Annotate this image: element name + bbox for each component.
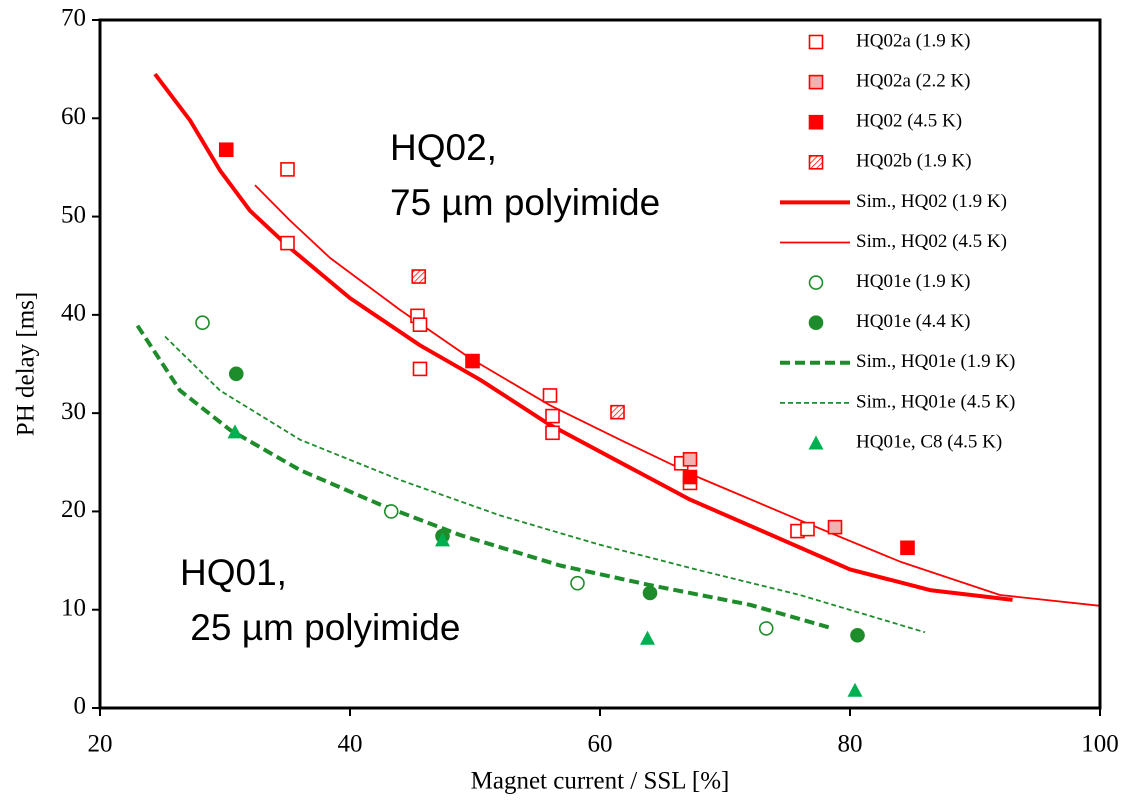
- marker: [900, 540, 915, 556]
- y-axis-title: PH delay [ms]: [13, 292, 40, 436]
- legend-label: Sim., HQ02 (1.9 K): [856, 191, 1007, 212]
- marker: [758, 621, 774, 636]
- legend-marker: [808, 114, 824, 130]
- legend-label: Sim., HQ01e (4.5 K): [856, 391, 1015, 412]
- marker: [383, 504, 399, 519]
- y-tick-label: 40: [61, 300, 86, 327]
- marker: [411, 269, 427, 284]
- marker: [642, 585, 658, 601]
- x-tick-label: 100: [1081, 731, 1119, 758]
- sim-line: [164, 335, 926, 634]
- legend-marker: [808, 275, 824, 290]
- legend-marker: [808, 315, 824, 331]
- legend-marker: [808, 74, 824, 90]
- legend-label: HQ01e (4.4 K): [856, 311, 971, 332]
- sim-line: [153, 72, 1013, 602]
- legend-label: HQ02a (2.2 K): [856, 70, 971, 91]
- marker: [570, 575, 585, 591]
- marker: [412, 317, 428, 332]
- marker: [800, 521, 815, 537]
- legend-label: HQ02 (4.5 K): [856, 111, 962, 132]
- legend-label: HQ02b (1.9 K): [856, 151, 972, 172]
- marker: [228, 366, 244, 382]
- legend-label: Sim., HQ02 (4.5 K): [856, 231, 1007, 252]
- y-tick-label: 50: [61, 201, 86, 228]
- x-tick-label: 60: [588, 731, 613, 758]
- legend-label: HQ02a (1.9 K): [856, 30, 971, 51]
- legend-marker: [808, 34, 824, 50]
- marker: [435, 532, 450, 547]
- marker: [280, 162, 295, 177]
- annotation: HQ02,: [390, 127, 497, 168]
- marker: [682, 452, 698, 467]
- marker: [545, 425, 560, 441]
- marker: [682, 469, 698, 485]
- marker: [850, 627, 865, 643]
- sim-line: [135, 324, 834, 631]
- annotation: 25 µm polyimide: [180, 607, 460, 648]
- y-tick-label: 60: [61, 103, 86, 130]
- marker: [218, 142, 234, 158]
- marker: [227, 424, 243, 439]
- x-axis-title: Magnet current / SSL [%]: [471, 768, 730, 795]
- marker: [545, 408, 560, 424]
- x-tick-label: 20: [88, 731, 113, 758]
- y-tick-label: 20: [61, 496, 86, 523]
- marker: [412, 361, 428, 377]
- legend-marker: [808, 435, 824, 450]
- marker: [280, 235, 295, 251]
- legend: HQ02a (1.9 K) HQ02a (2.2 K) HQ02 (4.5 K) HQ…: [780, 30, 1015, 452]
- annotation: 75 µm polyimide: [390, 182, 660, 223]
- y-tick-label: 30: [61, 398, 86, 425]
- marker: [195, 315, 210, 331]
- plot-frame: [98, 18, 1102, 710]
- legend-label: HQ01e, C8 (4.5 K): [856, 431, 1002, 452]
- marker: [465, 353, 480, 369]
- y-tick-label: 10: [61, 594, 86, 621]
- legend-label: Sim., HQ01e (1.9 K): [856, 351, 1015, 372]
- annotation: HQ01,: [180, 552, 287, 593]
- legend-label: HQ01e (1.9 K): [856, 271, 971, 292]
- y-tick-label: 70: [61, 5, 86, 32]
- x-tick-label: 80: [838, 731, 863, 758]
- marker: [640, 630, 655, 645]
- marker: [610, 404, 625, 420]
- marker: [542, 388, 558, 403]
- sim-line: [254, 184, 1100, 607]
- x-tick-label: 40: [338, 731, 363, 758]
- plot-area: [135, 72, 1100, 697]
- marker: [847, 682, 863, 697]
- legend-marker: [808, 155, 824, 170]
- y-tick-label: 0: [74, 693, 87, 720]
- marker: [827, 519, 843, 535]
